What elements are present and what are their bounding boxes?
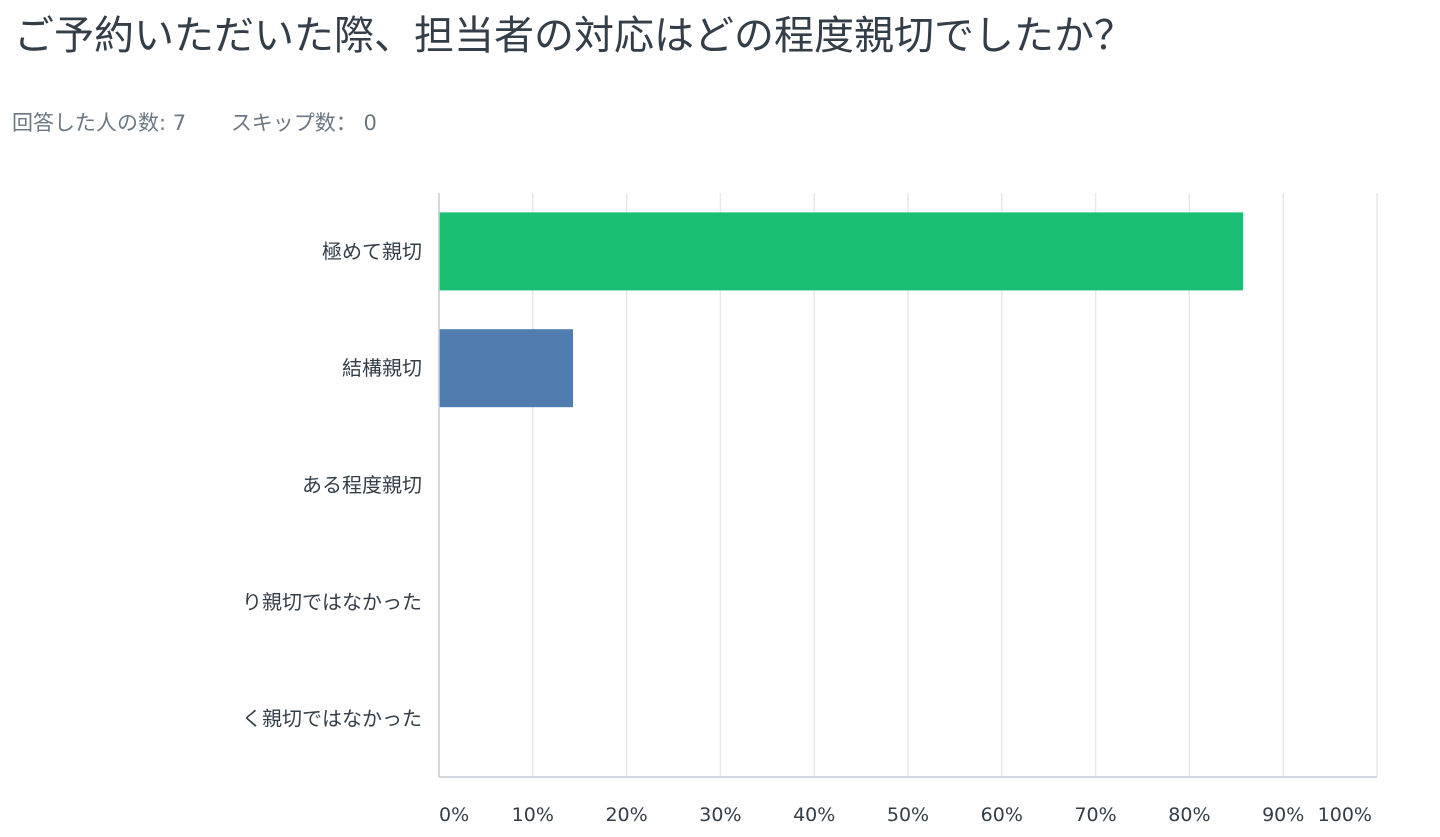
x-tick-label: 10% — [512, 804, 554, 826]
response-stats: 回答した人の数: 7 スキップ数： 0 — [12, 108, 377, 138]
x-tick-label: 80% — [1168, 804, 1210, 826]
skipped-count: スキップ数： 0 — [230, 111, 377, 135]
chart-bars — [439, 212, 1243, 408]
category-label: ある程度親切 — [302, 473, 422, 497]
category-label: 結構親切 — [342, 356, 422, 380]
category-label: 極めて親切 — [322, 239, 422, 263]
x-tick-label: 20% — [605, 804, 647, 826]
x-tick-label: 90% — [1262, 804, 1304, 826]
question-title: ご予約いただいた際、担当者の対応はどの程度親切でしたか？ — [14, 13, 1134, 59]
x-tick-label: 100% — [1318, 804, 1372, 826]
x-tick-label: 0% — [439, 804, 469, 826]
answered-count: 回答した人の数: 7 — [12, 111, 187, 135]
x-tick-label: 30% — [699, 804, 741, 826]
chart-axis — [438, 193, 1377, 778]
chart-tick-labels: 0% 10% 20% 30% 40% 50% 60% 70% 80% 90% 100% — [439, 804, 1372, 826]
x-tick-label: 40% — [793, 804, 835, 826]
bar-1[interactable] — [439, 212, 1243, 291]
x-tick-label: 60% — [981, 804, 1023, 826]
x-tick-label: 50% — [887, 804, 929, 826]
category-label: り親切ではなかった — [242, 590, 422, 614]
x-tick-label: 70% — [1074, 804, 1116, 826]
category-label: く親切ではなかった — [242, 707, 422, 731]
bar-2[interactable] — [439, 329, 574, 408]
